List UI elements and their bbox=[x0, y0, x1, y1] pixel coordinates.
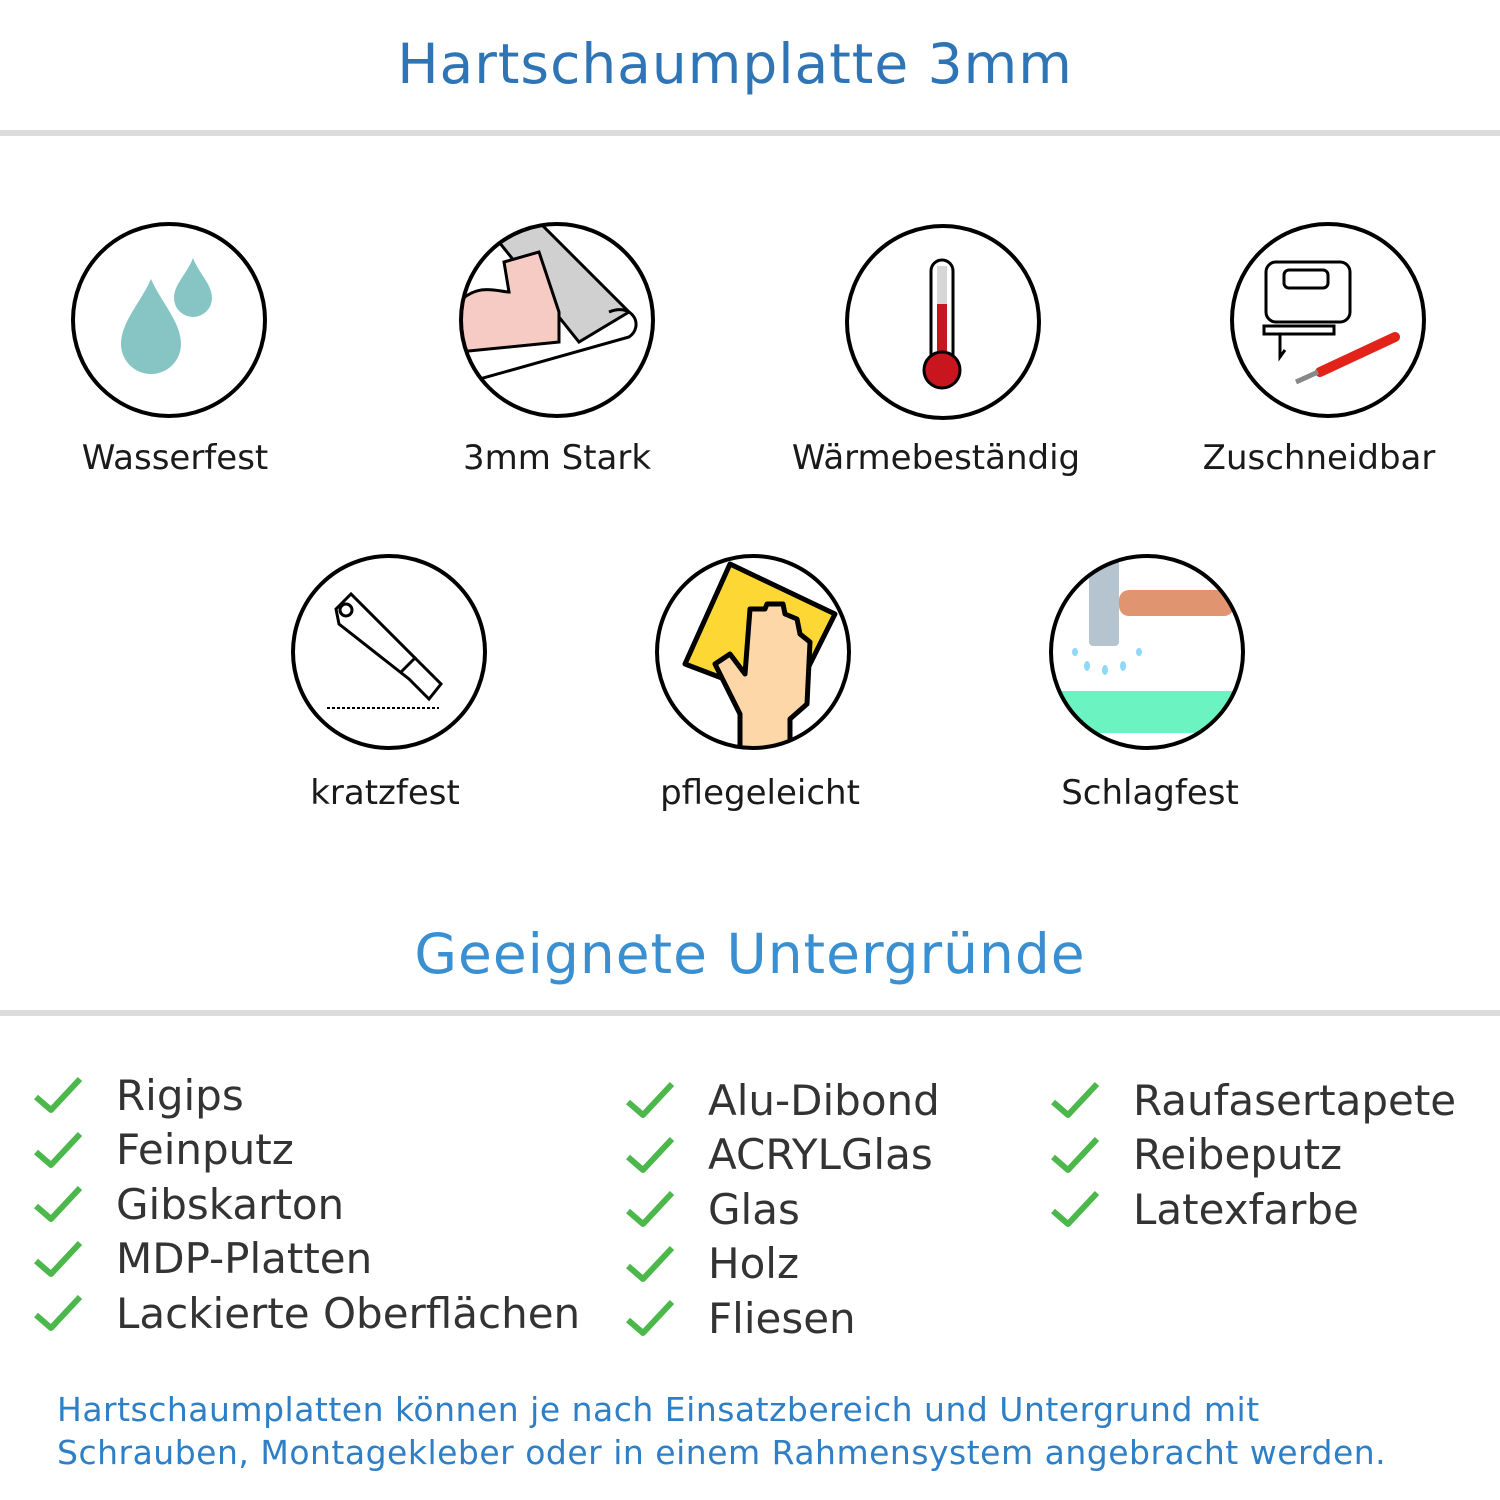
feature-label-pflegeleicht: pflegeleicht bbox=[660, 773, 860, 813]
surface-item: Holz bbox=[625, 1237, 799, 1291]
surface-label: MDP-Platten bbox=[116, 1234, 373, 1283]
check-icon bbox=[34, 1294, 83, 1331]
feature-label-schlagfest: Schlagfest bbox=[1061, 773, 1239, 813]
divider bbox=[0, 1010, 1500, 1016]
check-icon bbox=[1051, 1190, 1100, 1227]
footer-line-2: Schrauben, Montagekleber oder in einem R… bbox=[57, 1433, 1387, 1472]
surface-label: Holz bbox=[708, 1239, 799, 1288]
surface-item: Alu-Dibond bbox=[625, 1073, 940, 1127]
surface-item: Rigips bbox=[33, 1068, 244, 1122]
footer-line-1: Hartschaumplatten können je nach Einsatz… bbox=[57, 1390, 1260, 1429]
feature-label-waermebestaendig: Wärmebeständig bbox=[791, 438, 1081, 478]
surface-item: Feinputz bbox=[33, 1123, 294, 1177]
surface-label: Feinputz bbox=[116, 1125, 294, 1174]
surface-item: Latexfarbe bbox=[1050, 1182, 1359, 1236]
check-icon bbox=[1051, 1081, 1100, 1118]
section-title: Geeignete Untergründe bbox=[414, 922, 1086, 986]
surface-label: Reibeputz bbox=[1133, 1130, 1343, 1179]
jigsaw-cutter-icon bbox=[1230, 222, 1426, 418]
check-icon bbox=[34, 1131, 83, 1168]
check-icon bbox=[1051, 1136, 1100, 1173]
water-drops-icon bbox=[71, 222, 267, 418]
surface-label: ACRYLGlas bbox=[708, 1130, 933, 1179]
check-icon bbox=[626, 1299, 675, 1336]
surface-label: Lackierte Oberflächen bbox=[116, 1288, 581, 1338]
check-icon bbox=[626, 1136, 675, 1173]
check-icon bbox=[34, 1076, 83, 1113]
surface-item: ACRYLGlas bbox=[625, 1128, 933, 1182]
surface-label: Latexfarbe bbox=[1133, 1184, 1359, 1234]
surface-item: Glas bbox=[625, 1182, 800, 1236]
surface-item: Reibeputz bbox=[1050, 1128, 1342, 1182]
check-icon bbox=[34, 1185, 83, 1222]
surface-label: Alu-Dibond bbox=[708, 1075, 940, 1125]
check-icon bbox=[626, 1081, 675, 1118]
check-icon bbox=[626, 1190, 675, 1227]
feature-label-kratzfest: kratzfest bbox=[310, 773, 460, 813]
feature-label-wasserfest: Wasserfest bbox=[81, 438, 269, 478]
check-icon bbox=[626, 1245, 675, 1282]
surface-label: Rigips bbox=[116, 1070, 244, 1120]
surface-label: Raufasertapete bbox=[1133, 1075, 1457, 1125]
surface-item: Fliesen bbox=[625, 1291, 856, 1345]
page-title: Hartschaumplatte 3mm bbox=[397, 32, 1073, 96]
surface-item: Raufasertapete bbox=[1050, 1073, 1456, 1127]
surface-item: Gibskarton bbox=[33, 1177, 344, 1231]
divider bbox=[0, 130, 1500, 136]
feature-label-3mm-stark: 3mm Stark bbox=[462, 438, 652, 478]
surface-item: Lackierte Oberflächen bbox=[33, 1286, 580, 1340]
thermometer-icon bbox=[845, 224, 1041, 420]
surface-label: Gibskarton bbox=[116, 1179, 345, 1229]
hand-cloth-icon bbox=[655, 554, 851, 750]
surface-label: Glas bbox=[708, 1184, 800, 1234]
check-icon bbox=[34, 1240, 83, 1277]
hammer-icon bbox=[1049, 554, 1245, 750]
strong-arm-icon bbox=[459, 222, 655, 418]
surface-label: Fliesen bbox=[708, 1293, 856, 1343]
feature-label-zuschneidbar: Zuschneidbar bbox=[1202, 438, 1436, 478]
surface-item: MDP-Platten bbox=[33, 1232, 372, 1286]
cutter-knife-icon bbox=[291, 554, 487, 750]
